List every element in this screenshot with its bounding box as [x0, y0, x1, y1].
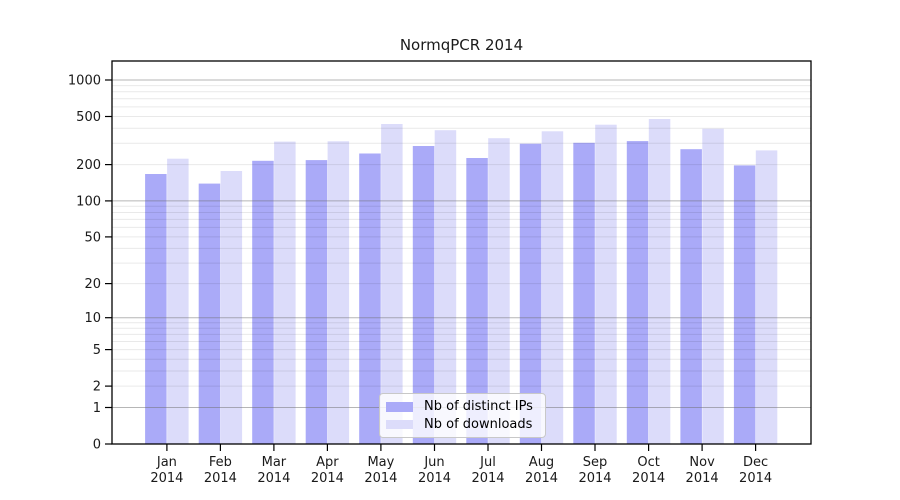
- x-tick-label-month: Oct: [637, 455, 659, 470]
- bar-mar-downloads: [274, 141, 296, 444]
- legend-swatch-distinct-ips-icon: [386, 402, 413, 412]
- x-tick-label-year: 2014: [257, 471, 290, 486]
- y-tick-label: 10: [84, 311, 101, 326]
- bar-jul-downloads: [488, 138, 510, 444]
- x-tick-label-year: 2014: [204, 471, 237, 486]
- x-tick-label-year: 2014: [471, 471, 504, 486]
- x-tick-label-year: 2014: [686, 471, 719, 486]
- x-tick-label-year: 2014: [578, 471, 611, 486]
- x-tick-label-year: 2014: [150, 471, 183, 486]
- bar-aug-downloads: [541, 131, 564, 445]
- bar-sep-downloads: [595, 124, 617, 444]
- bar-nov-downloads: [702, 128, 724, 444]
- legend: Nb of distinct IPs Nb of downloads: [379, 393, 546, 438]
- y-tick-label: 5: [93, 343, 101, 358]
- bar-jan-ips: [145, 174, 167, 444]
- legend-item-distinct-ips: Nb of distinct IPs: [386, 398, 537, 416]
- x-tick-label-month: May: [367, 455, 394, 470]
- y-tick-label: 500: [76, 110, 101, 125]
- y-tick-label: 200: [76, 158, 101, 173]
- x-tick-label-month: Jun: [423, 455, 444, 470]
- x-tick-label-month: Apr: [316, 455, 339, 470]
- x-tick-label-month: Feb: [209, 455, 232, 470]
- bar-mar-ips: [252, 160, 274, 445]
- legend-label-distinct-ips: Nb of distinct IPs: [424, 399, 533, 415]
- legend-item-downloads: Nb of downloads: [386, 416, 537, 434]
- bar-jun-downloads: [434, 130, 457, 444]
- plot-frame: [111, 60, 812, 445]
- bar-jul-ips: [466, 158, 488, 444]
- bar-feb-downloads: [220, 171, 243, 444]
- bar-may-ips: [359, 153, 381, 444]
- y-tick-label: 50: [84, 230, 101, 245]
- bar-dec-downloads: [755, 150, 778, 444]
- y-tick-label: 100: [76, 194, 101, 209]
- y-tick-label: 2: [93, 380, 101, 395]
- x-tick-label-year: 2014: [311, 471, 344, 486]
- x-tick-label-month: Sep: [583, 455, 608, 470]
- x-tick-label-year: 2014: [739, 471, 772, 486]
- x-tick-label-month: Mar: [262, 455, 287, 470]
- bar-nov-ips: [680, 149, 702, 444]
- x-tick-label-month: Nov: [689, 455, 715, 470]
- y-tick-label: 1000: [68, 74, 101, 89]
- y-tick-label: 0: [93, 438, 101, 453]
- chart-title: NormqPCR 2014: [399, 36, 524, 54]
- x-tick-label-year: 2014: [418, 471, 451, 486]
- x-tick-label-month: Jan: [156, 455, 177, 470]
- bar-jun-ips: [412, 146, 435, 444]
- x-tick-label-month: Dec: [743, 455, 768, 470]
- legend-label-downloads: Nb of downloads: [424, 416, 533, 432]
- bar-apr-downloads: [327, 141, 350, 445]
- bar-jan-downloads: [167, 158, 189, 444]
- x-tick-label-year: 2014: [364, 471, 397, 486]
- y-tick-label: 20: [84, 277, 101, 292]
- bar-oct-downloads: [648, 119, 671, 444]
- x-tick-label-month: Aug: [529, 455, 554, 470]
- bar-apr-ips: [305, 160, 328, 444]
- bar-aug-ips: [519, 143, 542, 444]
- bar-sep-ips: [573, 142, 595, 445]
- bar-oct-ips: [626, 141, 649, 444]
- x-tick-label-month: Jul: [479, 455, 496, 470]
- y-tick-label: 1: [93, 401, 101, 416]
- legend-swatch-downloads-icon: [386, 419, 413, 429]
- x-tick-label-year: 2014: [632, 471, 665, 486]
- x-tick-label-year: 2014: [525, 471, 558, 486]
- bar-feb-ips: [198, 183, 221, 444]
- bar-dec-ips: [733, 165, 756, 444]
- bar-may-downloads: [381, 124, 403, 444]
